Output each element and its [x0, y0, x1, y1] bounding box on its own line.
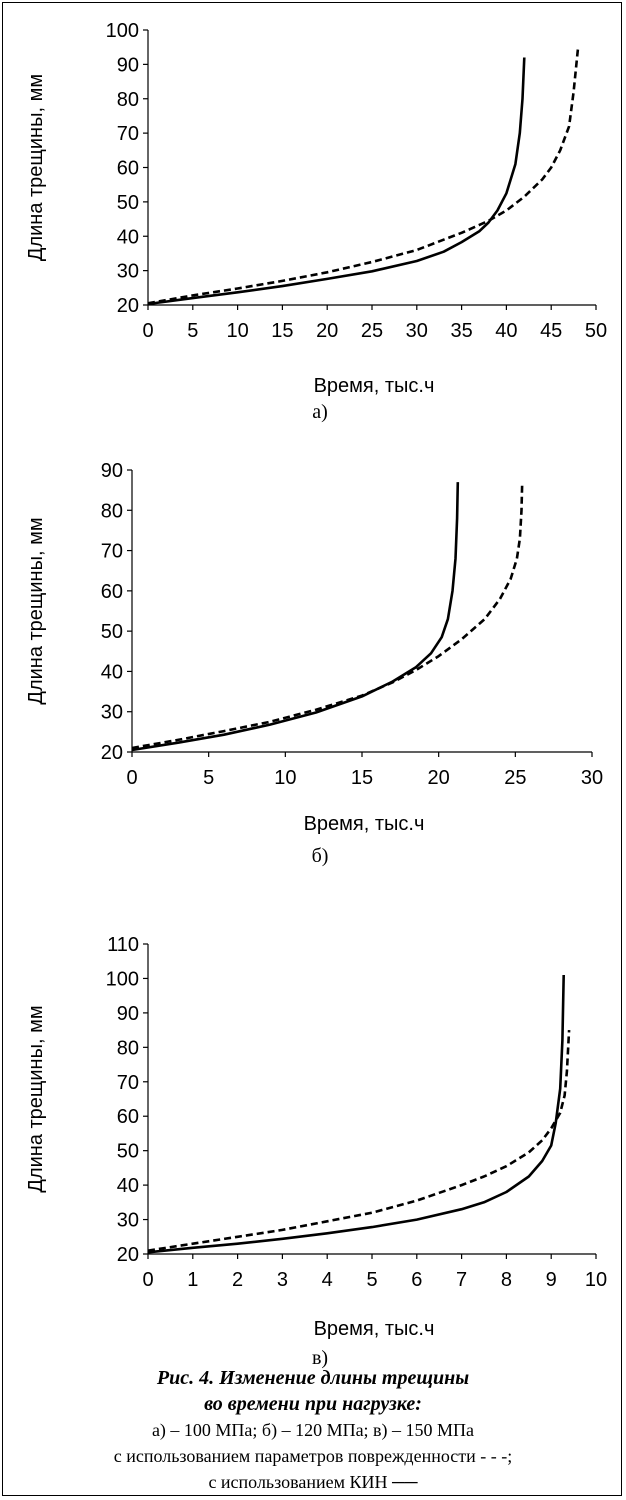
x-tick-label: 0 — [142, 1269, 153, 1291]
x-tick-label: 15 — [351, 767, 373, 789]
y-tick-label: 40 — [101, 661, 123, 683]
series-sif-line — [131, 482, 460, 752]
x-tick-label: 2 — [232, 1269, 243, 1291]
y-axis-title: Длина трещины, мм — [25, 74, 47, 261]
y-tick-label: 80 — [117, 1037, 139, 1059]
series-sif-line — [147, 57, 526, 306]
y-tick-label: 30 — [101, 702, 123, 724]
x-tick-label: 5 — [187, 320, 198, 342]
caption-title-line2: во времени при нагрузке: — [204, 1393, 422, 1415]
x-axis-title: Время, тыс.ч — [314, 1318, 435, 1340]
y-tick-label: 50 — [117, 1141, 139, 1163]
y-tick-label: 20 — [117, 1244, 139, 1266]
x-tick-label: 20 — [428, 767, 450, 789]
x-tick-label: 7 — [456, 1269, 467, 1291]
y-axis-title: Длина трещины, мм — [25, 517, 47, 704]
panel-label: б) — [312, 845, 329, 867]
x-tick-label: 5 — [203, 767, 214, 789]
x-tick-label: 0 — [142, 320, 153, 342]
panel-label: в) — [312, 1347, 328, 1369]
x-tick-label: 5 — [366, 1269, 377, 1291]
x-tick-label: 10 — [226, 320, 248, 342]
x-tick-label: 0 — [126, 767, 137, 789]
y-tick-label: 20 — [117, 295, 139, 317]
x-tick-label: 8 — [501, 1269, 512, 1291]
y-tick-label: 70 — [101, 541, 123, 563]
x-tick-label: 10 — [274, 767, 296, 789]
x-tick-label: 30 — [406, 320, 428, 342]
x-tick-label: 3 — [277, 1269, 288, 1291]
series-damage-params-line — [131, 482, 524, 750]
x-axis-title: Время, тыс.ч — [304, 813, 425, 835]
y-tick-label: 80 — [101, 500, 123, 522]
y-tick-label: 60 — [101, 581, 123, 603]
chart-1: 20 30 40 50 60 70 80 90 100 0 5 10 15 20 25 30 35 40 45 50 Д… — [25, 20, 607, 397]
x-axis-title: Время, тыс.ч — [314, 375, 435, 397]
x-tick-label: 25 — [504, 767, 526, 789]
x-tick-label: 4 — [322, 1269, 333, 1291]
x-tick-label: 20 — [316, 320, 338, 342]
chart-3: 20 30 40 50 60 70 80 90 100 110 0 1 2 3 4 5 6 7 8 9 10 Длина … — [25, 934, 607, 1340]
y-tick-label: 50 — [101, 621, 123, 643]
caption-line5: с использованием КИН ── — [208, 1472, 417, 1492]
x-tick-label: 9 — [546, 1269, 557, 1291]
y-tick-label: 60 — [117, 1106, 139, 1128]
series-damage-params-line — [147, 1030, 571, 1252]
y-tick-label: 70 — [117, 1072, 139, 1094]
y-tick-label: 100 — [106, 20, 139, 42]
x-tick-label: 25 — [361, 320, 383, 342]
x-tick-label: 15 — [271, 320, 293, 342]
x-tick-label: 45 — [540, 320, 562, 342]
y-tick-label: 100 — [106, 968, 139, 990]
y-tick-label: 40 — [117, 1175, 139, 1197]
x-tick-label: 1 — [187, 1269, 198, 1291]
y-axis-title: Длина трещины, мм — [25, 1005, 47, 1192]
y-tick-label: 80 — [117, 89, 139, 111]
caption-title-line1: Рис. 4. Изменение длины трещины — [156, 1367, 469, 1389]
figure-caption: Рис. 4. Изменение длины трещины во време… — [114, 1347, 513, 1492]
y-tick-label: 110 — [107, 934, 139, 956]
x-tick-label: 30 — [581, 767, 603, 789]
caption-line4: с использованием параметров поврежденнос… — [114, 1446, 513, 1466]
y-tick-label: 60 — [117, 158, 139, 180]
y-tick-label: 30 — [117, 1210, 139, 1232]
y-tick-label: 20 — [101, 742, 123, 764]
caption-line3: а) – 100 МПа; б) – 120 МПа; в) – 150 МПа — [152, 1420, 474, 1441]
chart-2: 20 30 40 50 60 70 80 90 0 5 10 15 20 25 30 Длина трещин… — [25, 460, 603, 835]
y-tick-label: 30 — [117, 261, 139, 283]
y-tick-label: 40 — [117, 226, 139, 248]
x-tick-label: 40 — [495, 320, 517, 342]
x-tick-label: 10 — [585, 1269, 607, 1291]
y-tick-label: 90 — [117, 54, 139, 76]
x-tick-label: 50 — [585, 320, 607, 342]
x-tick-label: 35 — [450, 320, 472, 342]
y-tick-label: 70 — [117, 123, 139, 145]
y-tick-label: 50 — [117, 192, 139, 214]
y-tick-label: 90 — [101, 460, 123, 482]
y-tick-label: 90 — [117, 1003, 139, 1025]
series-sif-line — [147, 974, 565, 1254]
x-tick-label: 6 — [411, 1269, 422, 1291]
panel-label: а) — [312, 401, 328, 423]
series-damage-params-line — [147, 47, 580, 305]
